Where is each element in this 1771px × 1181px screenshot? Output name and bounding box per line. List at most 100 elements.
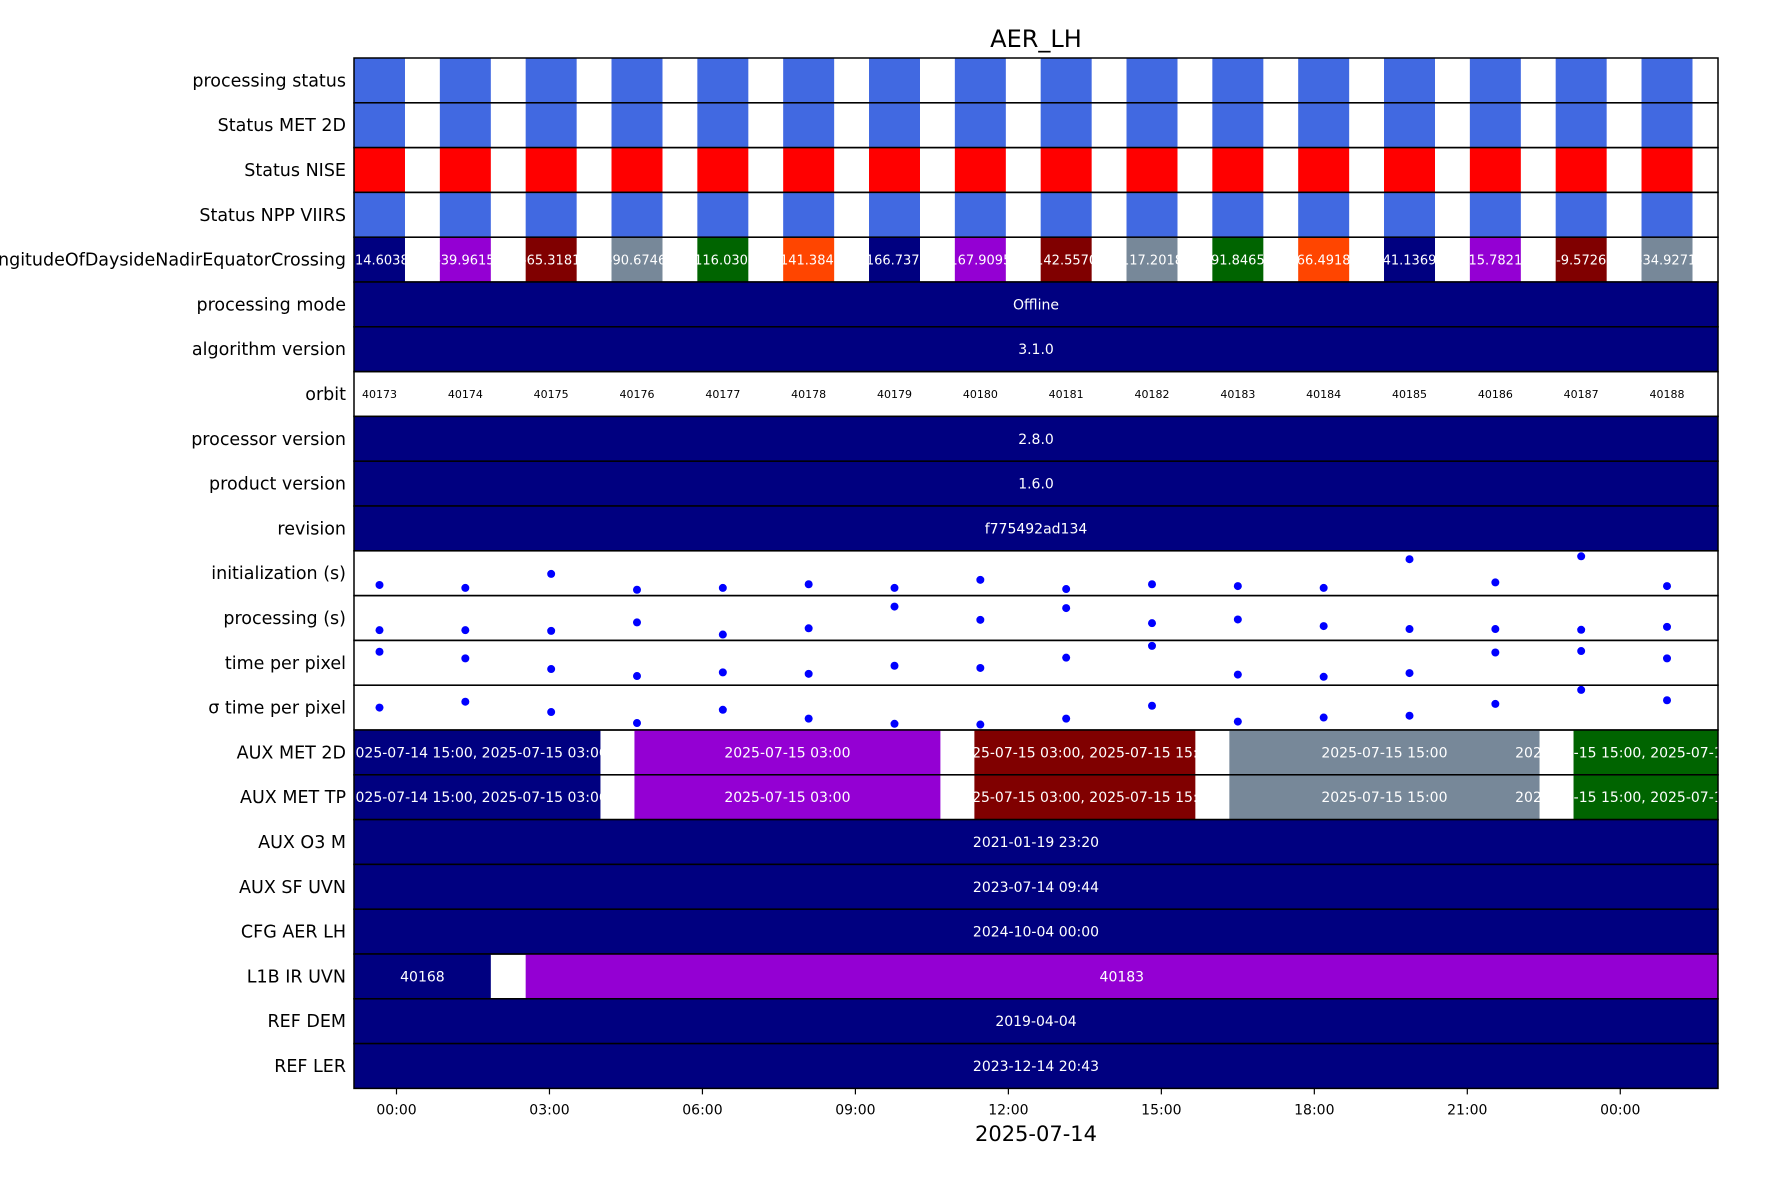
orbit-bar [1469, 102, 1521, 148]
orbit-bar [1384, 102, 1436, 148]
orbit-number: 40174 [448, 388, 483, 401]
orbit-bar [611, 192, 663, 238]
row-cfg-aer-lh: 2024-10-04 00:00 CFG AER LH [241, 908, 1719, 955]
orbit-bar [1126, 58, 1178, 103]
orbit-bar [1298, 192, 1350, 238]
orbit-bar [1641, 192, 1693, 238]
scatter-point [1405, 669, 1414, 678]
longitude-label: -116.0307 [689, 254, 756, 269]
longitude-label: 15.7821 [1468, 254, 1522, 269]
segment-label: 2025-07-15 03:00, 2025-07-15 15:00 [954, 790, 1215, 806]
longitude-label: 117.2018 [1121, 254, 1183, 269]
row-orbit: 40173 40174 40175 40176 40177 40178 40179 40180… [305, 370, 1719, 418]
orbit-bar [1469, 147, 1521, 193]
orbit-bar [697, 192, 749, 238]
orbit-bar [1126, 147, 1178, 193]
row-label: time per pixel [225, 654, 346, 674]
segment-label: 40168 [400, 969, 445, 985]
row-product-version: 1.6.0 product version [209, 460, 1719, 507]
scatter-point [1663, 582, 1672, 591]
scatter-point [1319, 672, 1328, 681]
row-frame [353, 684, 1719, 731]
row-content: -14.6038 -39.9615 -65.3181 -90.6746 -116.030… [354, 237, 1696, 282]
row-content: 2019-04-04 [354, 998, 1718, 1044]
orbit-bar [869, 102, 920, 148]
orbit-bar [1126, 102, 1178, 148]
row-ref-ler: 2023-12-14 20:43 REF LER [274, 1042, 1719, 1090]
segment-bar [354, 1043, 1718, 1089]
orbit-bar [439, 58, 491, 103]
orbit-bar [1641, 147, 1693, 193]
longitude-label: 142.5570 [1035, 254, 1097, 269]
segment-bar [1573, 774, 1718, 820]
longitude-label: 167.9095 [949, 254, 1011, 269]
segment-bar [354, 282, 1718, 327]
longitude-bar [1555, 237, 1607, 282]
orbit-bar [783, 147, 835, 193]
longitude-bar [354, 237, 405, 282]
scatter-point [375, 626, 384, 635]
orbit-bar [1555, 192, 1607, 238]
segment-bar [354, 954, 491, 999]
orbit-bar [954, 58, 1006, 103]
scatter-point [1233, 582, 1242, 591]
segment-bar [354, 461, 1718, 506]
scatter-point [1663, 696, 1672, 705]
orbit-bar [1040, 147, 1092, 193]
row-label: AUX MET 2D [237, 743, 346, 763]
segment-bar [1573, 730, 1718, 775]
orbit-number: 40181 [1049, 388, 1084, 401]
row-label: Status NPP VIIRS [199, 206, 346, 226]
orbit-number: 40185 [1392, 388, 1427, 401]
longitude-label: 91.8465 [1211, 254, 1265, 269]
orbit-bar [1469, 58, 1521, 103]
longitude-bar [1040, 237, 1092, 282]
longitude-bar [954, 237, 1006, 282]
orbit-bar [1384, 192, 1436, 238]
scatter-point [1577, 685, 1586, 694]
row-content: Offline [354, 282, 1718, 327]
scatter-point [547, 626, 556, 635]
orbit-number: 40176 [619, 388, 654, 401]
scatter-point [1148, 619, 1157, 628]
orbit-bar [869, 147, 920, 193]
row-content [375, 685, 1672, 729]
row-initialization-s: initialization (s) [211, 550, 1719, 597]
row-processor-version: 2.8.0 processor version [191, 415, 1719, 462]
longitude-label: 66.4918 [1297, 254, 1351, 269]
row-aux-sf-uvn: 2023-07-14 09:44 AUX SF UVN [239, 863, 1719, 910]
row-label: algorithm version [192, 340, 346, 360]
row-time-per-pixel: time per pixel [225, 639, 1719, 686]
scatter-point [1062, 653, 1071, 662]
orbit-number: 40179 [877, 388, 912, 401]
scatter-point [1319, 713, 1328, 722]
scatter-point [1405, 711, 1414, 720]
longitude-bar [1469, 237, 1521, 282]
row-content [354, 192, 1693, 238]
orbit-bar [439, 102, 491, 148]
row-longitudeofdaysidenadirequatorcrossing: -14.6038 -39.9615 -65.3181 -90.6746 -116.030… [0, 236, 1719, 283]
x-tick-label: 03:00 [529, 1102, 569, 1118]
x-tick-label: 21:00 [1447, 1102, 1487, 1118]
row-aux-met-tp: 2025-07-14 15:00, 2025-07-15 03:00 2025-0… [240, 774, 1771, 821]
segment-label: 2025-07-15 15:00, 2025-07-16 03:00 [1515, 790, 1771, 806]
orbit-bar [1384, 58, 1436, 103]
orbit-bar [354, 102, 405, 148]
longitude-bar [697, 237, 749, 282]
longitude-label: -141.3845 [775, 254, 842, 269]
orbit-bar [1555, 58, 1607, 103]
orbit-bar [1298, 102, 1350, 148]
x-tick-label: 00:00 [376, 1102, 416, 1118]
row-processing-status: processing status [192, 57, 1719, 104]
segment-label: 1.6.0 [1018, 477, 1054, 493]
row-label: LongitudeOfDaysideNadirEquatorCrossing [0, 251, 346, 271]
scatter-point [461, 626, 470, 635]
row-content: 1.6.0 [354, 461, 1718, 506]
orbit-bar [1555, 147, 1607, 193]
segment-bar [354, 864, 1718, 910]
orbit-bar [697, 102, 749, 148]
scatter-point [375, 580, 384, 589]
orbit-bar [1212, 192, 1264, 238]
scatter-point [1491, 578, 1500, 587]
